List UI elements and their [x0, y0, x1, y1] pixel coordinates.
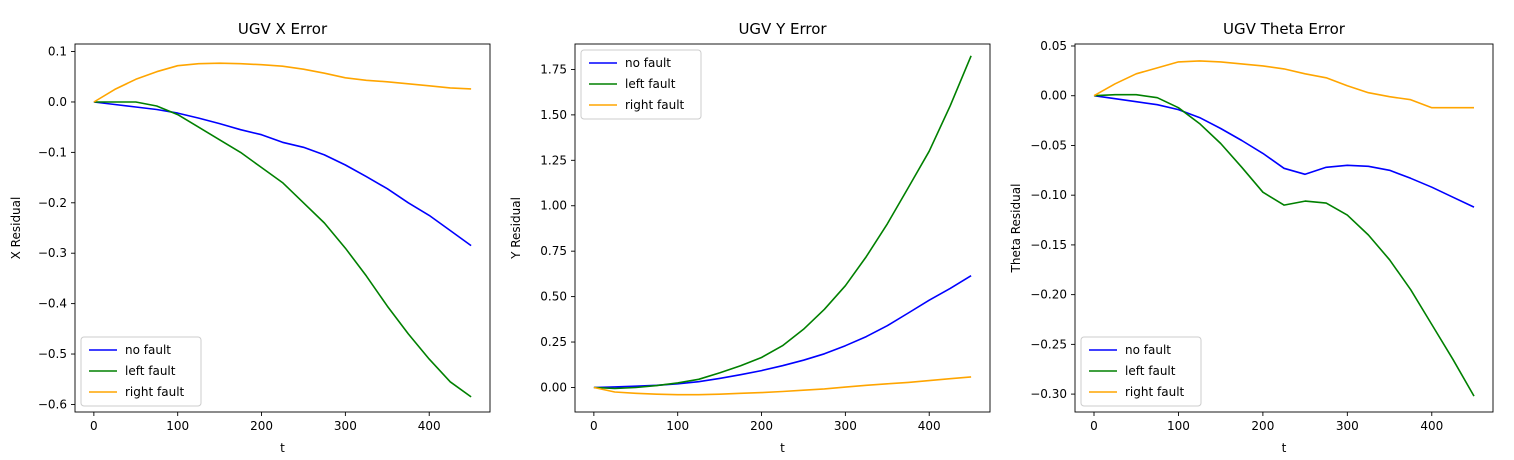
- y-error-x-tick-label: 0: [590, 419, 598, 433]
- x-error-x-tick-label: 100: [166, 419, 189, 433]
- x-error-y-tick-label: −0.6: [38, 397, 67, 411]
- theta-error-y-tick-label: −0.10: [1030, 188, 1067, 202]
- theta-error-series-no-fault: [1093, 94, 1475, 208]
- y-error-legend-label-right-fault: right fault: [625, 98, 685, 112]
- theta-error-chart-title: UGV Theta Error: [1223, 20, 1346, 38]
- theta-error-y-tick-label: 0.05: [1040, 39, 1067, 53]
- theta-error-legend-label-left-fault: left fault: [1125, 364, 1176, 378]
- y-error-x-axis-label: t: [780, 441, 785, 455]
- y-error-y-tick-label: 1.25: [540, 153, 567, 167]
- x-error-legend-label-right-fault: right fault: [125, 385, 185, 399]
- theta-error-series-left-fault: [1093, 93, 1475, 397]
- x-error-x-tick-label: 0: [90, 419, 98, 433]
- y-error-x-tick-label: 400: [918, 419, 941, 433]
- x-error-y-tick-label: −0.1: [38, 145, 67, 159]
- x-error-y-tick-label: −0.5: [38, 347, 67, 361]
- x-error-y-tick-label: 0.0: [48, 95, 67, 109]
- theta-error-y-tick-label: −0.25: [1030, 337, 1067, 351]
- x-error-x-tick-label: 400: [418, 419, 441, 433]
- y-error-y-tick-label: 0.00: [540, 380, 567, 394]
- y-error-x-tick-label: 100: [666, 419, 689, 433]
- theta-error-y-tick-label: −0.20: [1030, 288, 1067, 302]
- y-error-x-tick-label: 300: [834, 419, 857, 433]
- y-error-legend-label-left-fault: left fault: [625, 77, 676, 91]
- theta-error-x-tick-label: 100: [1167, 419, 1190, 433]
- x-error-y-tick-label: 0.1: [48, 45, 67, 59]
- y-error-series-right-fault: [593, 376, 972, 396]
- y-error-y-tick-label: 0.75: [540, 244, 567, 258]
- theta-error-y-axis-label: Theta Residual: [1009, 184, 1023, 274]
- theta-error-x-tick-label: 300: [1336, 419, 1359, 433]
- theta-error-x-axis-label: t: [1282, 441, 1287, 455]
- y-error-x-tick-label: 200: [750, 419, 773, 433]
- theta-error-y-tick-label: −0.15: [1030, 238, 1067, 252]
- y-error-legend-label-no-fault: no fault: [625, 56, 671, 70]
- x-error-x-tick-label: 300: [334, 419, 357, 433]
- y-error-series-no-fault: [593, 275, 972, 389]
- y-error-y-tick-label: 1.00: [540, 199, 567, 213]
- x-error-series-left-fault: [93, 101, 472, 398]
- y-error-chart: 0 100 200 300 400 0.00 0.25 0.50 0.75 1.00 1.25 1.5…: [509, 20, 991, 455]
- y-error-y-tick-label: 0.25: [540, 335, 567, 349]
- theta-error-legend-box: [1080, 336, 1202, 407]
- x-error-chart: 0 100 200 300 400 −0.6 −0.5 −0.4 −0.3 −0.2 −0.1 0.0…: [9, 20, 491, 455]
- x-error-chart-title: UGV X Error: [238, 20, 328, 38]
- theta-error-chart: 0 100 200 300 400 −0.30 −0.25 −0.20 −0.15 −0.10 −0…: [1009, 20, 1494, 455]
- theta-error-legend-label-no-fault: no fault: [1125, 343, 1171, 357]
- y-error-y-axis-label: Y Residual: [509, 197, 523, 260]
- theta-error-legend-label-right-fault: right fault: [1125, 385, 1185, 399]
- x-error-y-tick-label: −0.2: [38, 196, 67, 210]
- y-error-axes-frame: [574, 43, 991, 413]
- x-error-y-tick-label: −0.3: [38, 246, 67, 260]
- theta-error-axes-frame: [1074, 43, 1494, 413]
- y-error-y-tick-label: 1.50: [540, 108, 567, 122]
- x-error-y-tick-label: −0.4: [38, 297, 67, 311]
- x-error-x-tick-label: 200: [250, 419, 273, 433]
- theta-error-y-tick-label: −0.30: [1030, 387, 1067, 401]
- x-error-x-axis-label: t: [280, 441, 285, 455]
- theta-error-series-right-fault: [1093, 60, 1474, 109]
- x-error-legend-box: [80, 336, 202, 407]
- x-error-axes-frame: [74, 43, 491, 413]
- x-error-y-axis-label: X Residual: [9, 197, 23, 260]
- theta-error-x-tick-label: 400: [1420, 419, 1443, 433]
- x-error-series-no-fault: [93, 101, 472, 247]
- x-error-legend-label-left-fault: left fault: [125, 364, 176, 378]
- theta-error-y-tick-label: −0.05: [1030, 138, 1067, 152]
- theta-error-y-tick-label: 0.00: [1040, 89, 1067, 103]
- theta-error-legend: no fault left fault right fault: [1080, 336, 1202, 407]
- y-error-legend-box: [580, 49, 702, 120]
- y-error-chart-title: UGV Y Error: [738, 20, 827, 38]
- x-error-series-right-fault: [93, 62, 472, 103]
- y-error-series-left-fault: [593, 55, 972, 390]
- y-error-y-tick-label: 1.75: [540, 62, 567, 76]
- y-error-y-tick-label: 0.50: [540, 290, 567, 304]
- theta-error-x-tick-label: 200: [1251, 419, 1274, 433]
- x-error-legend-label-no-fault: no fault: [125, 343, 171, 357]
- y-error-legend: no fault left fault right fault: [580, 49, 702, 120]
- theta-error-x-tick-label: 0: [1090, 419, 1098, 433]
- x-error-legend: no fault left fault right fault: [80, 336, 202, 407]
